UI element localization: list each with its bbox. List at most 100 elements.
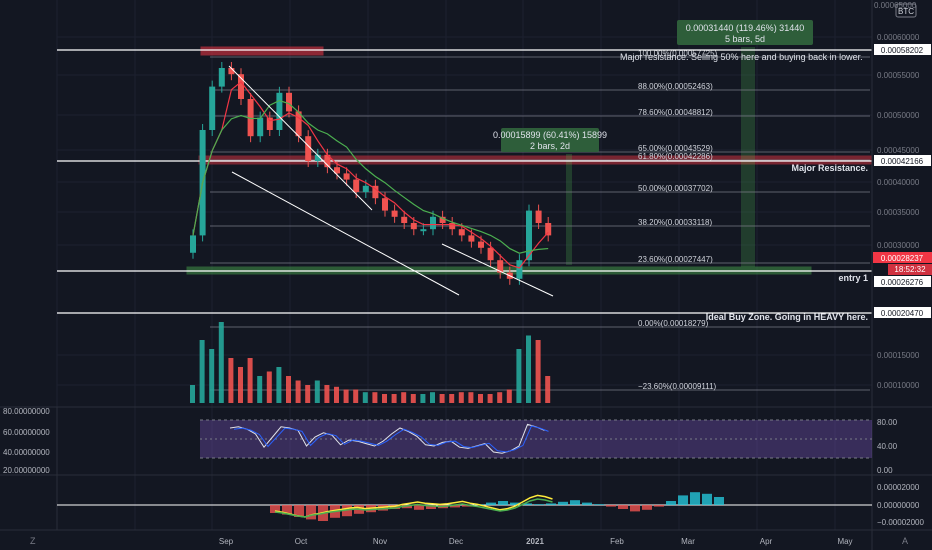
price-axis[interactable]: 0.00060000 0.00055000 0.00050000 0.00045000…	[877, 33, 920, 390]
macd-bar-27	[594, 504, 604, 505]
volume-bar-26	[439, 394, 445, 403]
measure1-range	[566, 154, 572, 265]
measure1-line1: 0.00015899 (60.41%) 15899	[493, 130, 607, 140]
volume-bar-7	[257, 376, 263, 403]
time-label-1: Oct	[295, 537, 308, 546]
volume-bar-15	[334, 386, 339, 403]
volume-bar-6	[247, 358, 253, 403]
main-panel	[0, 0, 872, 407]
horizontal-levels[interactable]	[57, 49, 872, 314]
candle-body-31	[487, 247, 494, 261]
macd-right-tick-1: 0.00000000	[877, 501, 920, 510]
volume-bars	[190, 322, 551, 403]
volume-bar-13	[314, 380, 320, 403]
fib-label-0: 100.00%(0.00057725)	[638, 49, 718, 58]
fib-label-2: 78.60%(0.00048812)	[638, 108, 713, 117]
fib-label-3: 65.00%(0.00043529)	[638, 144, 713, 153]
level-box-4	[874, 307, 931, 318]
volume-bar-12	[305, 385, 311, 403]
volume-bar-20	[382, 394, 387, 403]
candle-body-2	[209, 86, 216, 130]
fib-label-6: 38.20%(0.00033118)	[638, 218, 712, 227]
measure2-line1: 0.00031440 (119.46%) 31440	[686, 23, 804, 33]
volume-bar-4	[228, 358, 234, 403]
timezone-icon[interactable]: Z	[30, 536, 36, 546]
rsi-left-tick-2: 40.00000000	[3, 448, 50, 457]
rsi-right-tick-0: 80.00	[877, 418, 898, 427]
price-tick-7: 0.00015000	[877, 351, 920, 360]
candle-body-17	[353, 179, 360, 192]
currency-badge-text: BTC	[898, 7, 914, 16]
volume-bar-25	[430, 392, 435, 403]
candle-body-34	[516, 260, 523, 279]
rsi-left-tick-1: 60.00000000	[3, 428, 50, 437]
volume-bar-30	[478, 394, 483, 403]
volume-bar-18	[362, 392, 368, 403]
candle-body-37	[545, 223, 552, 236]
candle-body-14	[324, 154, 331, 168]
auto-scale-button[interactable]: A	[902, 536, 908, 546]
macd-right-axis: 0.00002000 0.00000000 −0.00002000	[877, 483, 924, 527]
price-tick-4: 0.00040000	[877, 178, 920, 187]
volume-bar-33	[506, 389, 512, 403]
candle-body-32	[497, 260, 504, 273]
macd-bar-25	[570, 500, 580, 505]
volume-bar-3	[218, 322, 224, 403]
candle-body-3	[218, 68, 225, 87]
candle-body-8	[266, 117, 273, 130]
macd-bar-31	[642, 505, 652, 510]
candle-body-0	[190, 235, 196, 253]
fib-label-5: 50.00%(0.00037702)	[638, 184, 713, 193]
time-axis[interactable]: Sep Oct Nov Dec 2021 Feb Mar Apr May	[219, 537, 853, 546]
time-label-8: May	[837, 537, 852, 546]
level-box-1	[874, 155, 931, 166]
time-label-5: Feb	[610, 537, 624, 546]
volume-bar-17	[353, 389, 359, 403]
candle-body-23	[410, 223, 417, 230]
candle-body-25	[430, 216, 436, 230]
fib-label-7: 23.60%(0.00027447)	[638, 255, 713, 264]
currency-badge[interactable]	[895, 3, 917, 18]
candle-body-24	[420, 229, 427, 232]
breakout-line[interactable]	[441, 243, 554, 297]
rsi-right-axis: 80.00 40.00 0.00	[877, 418, 898, 475]
time-label-0: Sep	[219, 537, 234, 546]
candle-body-36	[535, 210, 542, 223]
macd-bar-2	[294, 505, 304, 517]
volume-bar-27	[449, 394, 455, 403]
rsi-signal-line	[233, 425, 549, 453]
ma-slow-line	[192, 99, 549, 254]
candle-body-16	[343, 173, 350, 180]
fib-label-8: 0.00%(0.00018279)	[638, 319, 709, 328]
macd-bar-10	[390, 505, 400, 509]
macd-bar-30	[630, 505, 640, 512]
candles	[190, 62, 552, 285]
macd-bar-3	[306, 505, 316, 520]
entry-text: entry 1	[838, 273, 868, 283]
wedge-lower-line[interactable]	[231, 171, 460, 296]
macd-bar-33	[666, 501, 676, 505]
volume-bar-9	[276, 367, 282, 403]
buy-zone-text: Ideal Buy Zone. Going in HEAVY here.	[706, 312, 868, 322]
level-box-0	[874, 44, 931, 55]
macd-right-tick-2: −0.00002000	[877, 518, 924, 527]
volume-bar-36	[535, 340, 541, 403]
wedge-upper-line[interactable]	[228, 65, 373, 211]
rsi-right-tick-2: 0.00	[877, 466, 893, 475]
volume-bar-10	[286, 376, 291, 403]
time-label-4: 2021	[526, 537, 544, 546]
macd-bar-35	[690, 492, 700, 505]
macd-bar-21	[522, 503, 532, 505]
macd-bar-18	[486, 502, 496, 505]
macd-bar-28	[606, 505, 616, 507]
measure1-box	[501, 128, 599, 152]
macd-bar-13	[426, 505, 436, 509]
candle-body-22	[401, 216, 408, 223]
volume-bar-37	[545, 376, 551, 403]
level-text-4: 0.00020470	[881, 309, 924, 318]
current-price-label	[873, 252, 932, 263]
candle-body-11	[295, 111, 302, 137]
volume-bar-35	[526, 335, 531, 403]
price-tick-8: 0.00010000	[877, 381, 920, 390]
